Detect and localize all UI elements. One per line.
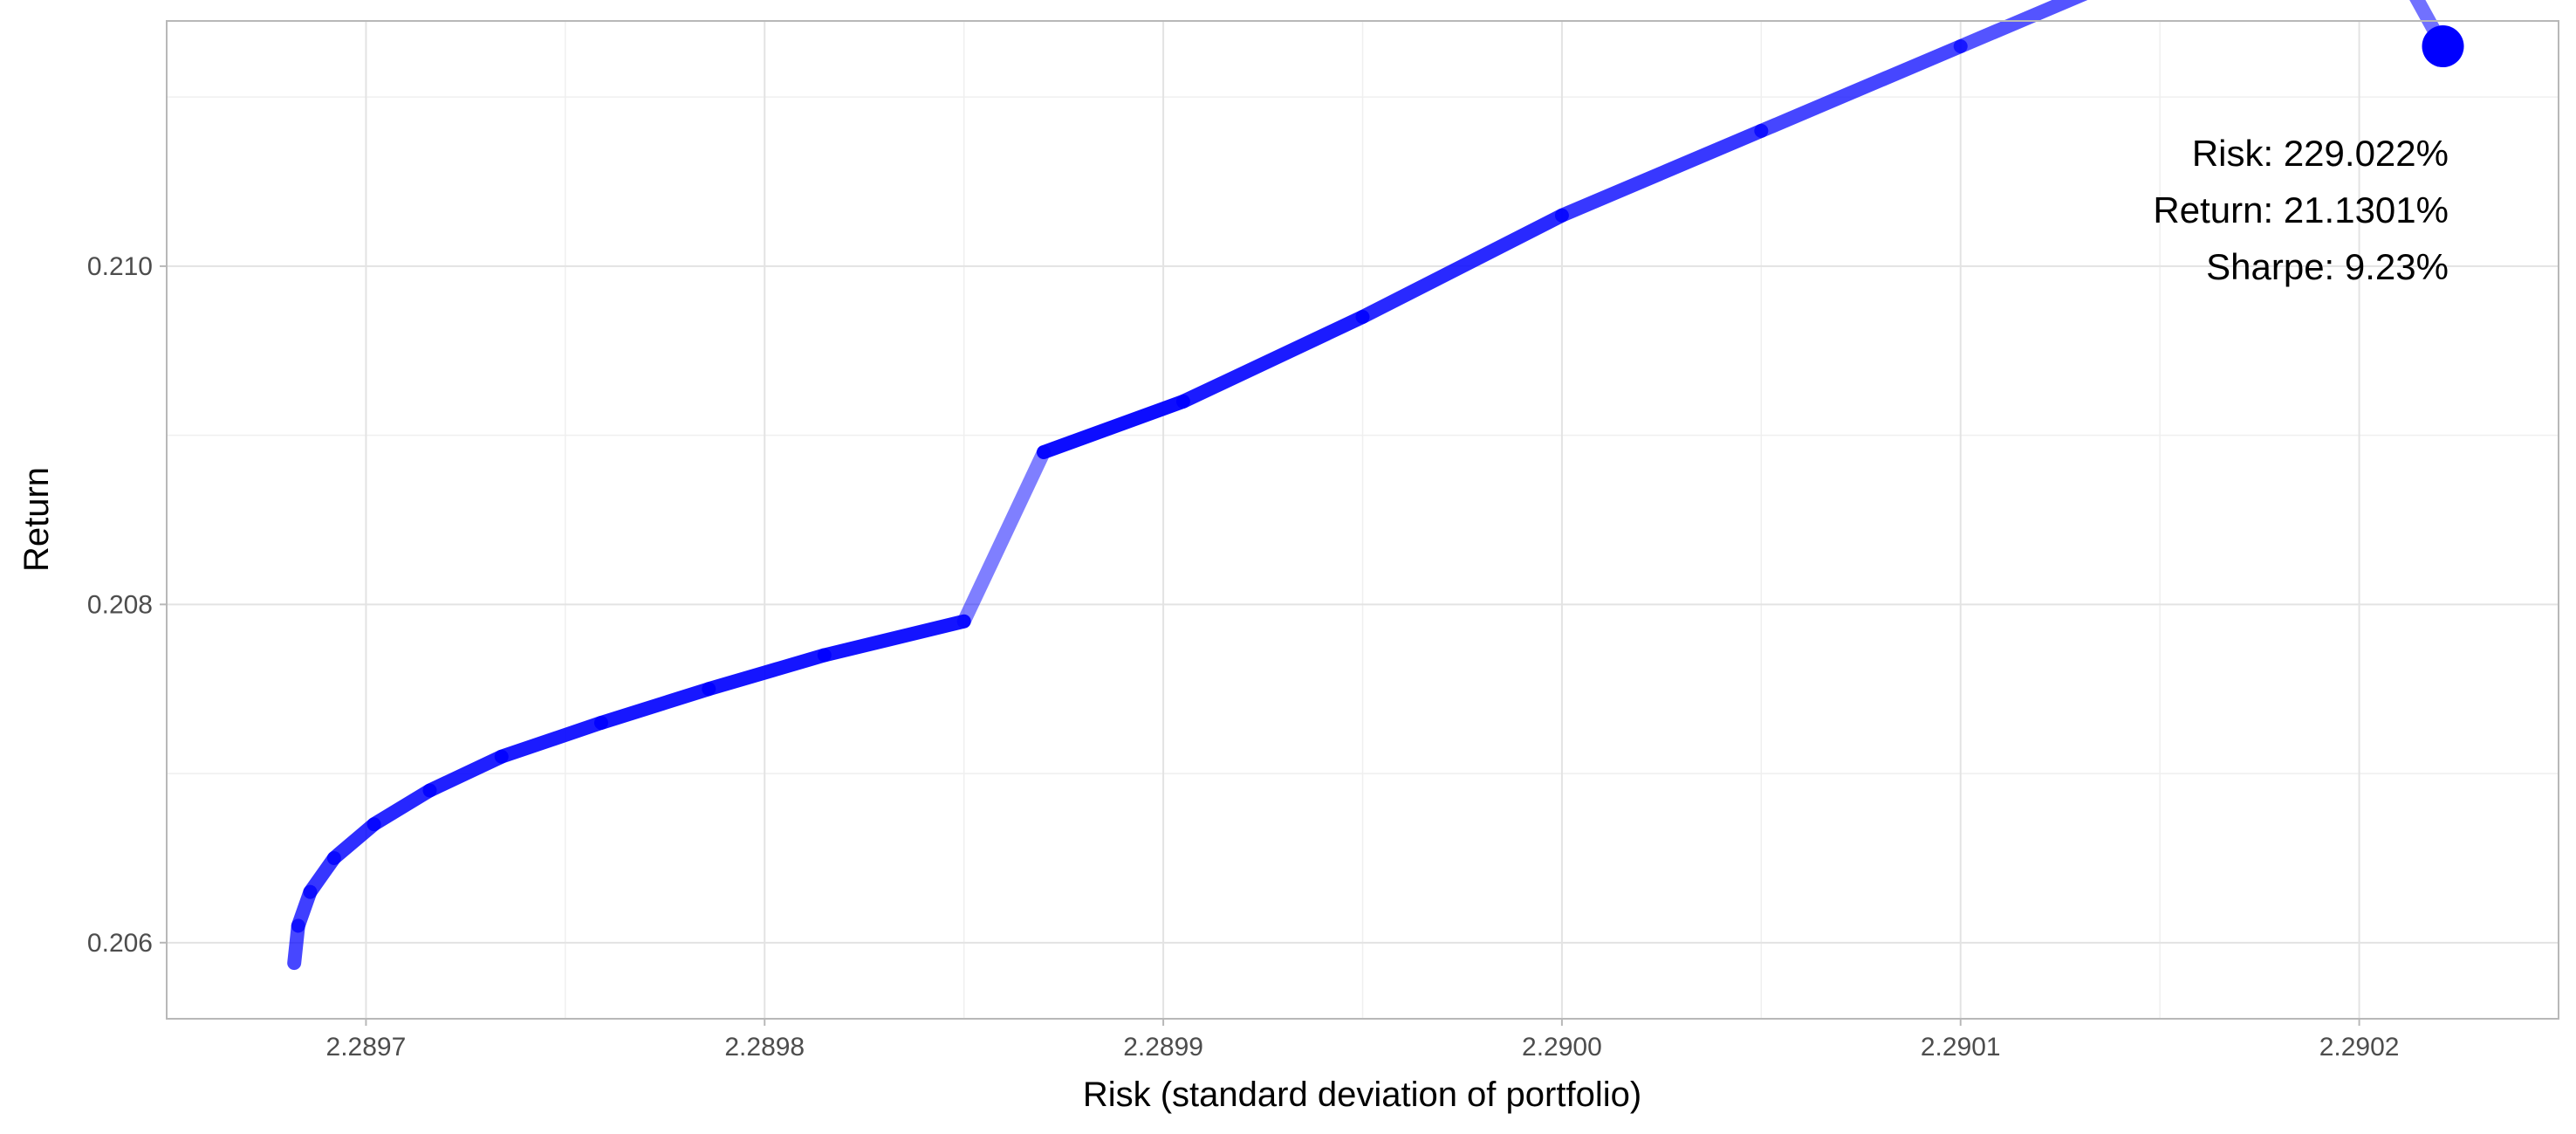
frontier-line-segment	[1953, 0, 2088, 54]
y-tick-label: 0.210	[87, 252, 153, 281]
x-tick-label: 2.2901	[1921, 1033, 2001, 1062]
highlight-point-layer	[2422, 25, 2464, 68]
x-axis-ticks: 2.2897 2.2898 2.2899 2.2900 2.2901 2.2902	[326, 1019, 2400, 1062]
y-axis-title: Return	[17, 467, 56, 572]
frontier-line-segment	[494, 715, 608, 764]
frontier-line-segment	[593, 682, 716, 730]
grid	[167, 21, 2559, 1019]
annotation-box: Risk: 229.022% Return: 21.1301% Sharpe: …	[2153, 133, 2449, 287]
y-tick-label: 0.206	[87, 929, 153, 958]
x-tick-label: 2.2899	[1123, 1033, 1203, 1062]
frontier-line-segment	[1554, 123, 1769, 223]
annotation-sharpe: Sharpe: 9.23%	[2206, 246, 2449, 287]
frontier-line-segment	[956, 445, 1052, 629]
frontier-line-segment	[1175, 310, 1370, 409]
y-axis-ticks: 0.206 0.208 0.210	[87, 252, 167, 958]
frontier-line	[287, 0, 2450, 971]
y-tick-label: 0.208	[87, 590, 153, 619]
highlight-point	[2422, 25, 2464, 68]
annotation-risk: Risk: 229.022%	[2192, 133, 2449, 174]
x-tick-label: 2.2900	[1522, 1033, 1602, 1062]
frontier-line-segment	[817, 614, 971, 663]
frontier-line-segment	[326, 817, 381, 865]
frontier-line-segment	[367, 783, 437, 832]
frontier-line-segment	[422, 749, 509, 798]
frontier-line-segment	[1037, 394, 1190, 460]
x-tick-label: 2.2897	[326, 1033, 407, 1062]
annotation-return: Return: 21.1301%	[2153, 189, 2449, 230]
x-tick-label: 2.2902	[2319, 1033, 2400, 1062]
panel-border	[166, 20, 2559, 1020]
frontier-line-segment	[702, 648, 832, 697]
frontier-line-segment	[1355, 208, 1569, 325]
x-axis-title: Risk (standard deviation of portfolio)	[1083, 1076, 1641, 1114]
x-tick-label: 2.2898	[724, 1033, 805, 1062]
frontier-line-segment	[1754, 39, 1968, 138]
